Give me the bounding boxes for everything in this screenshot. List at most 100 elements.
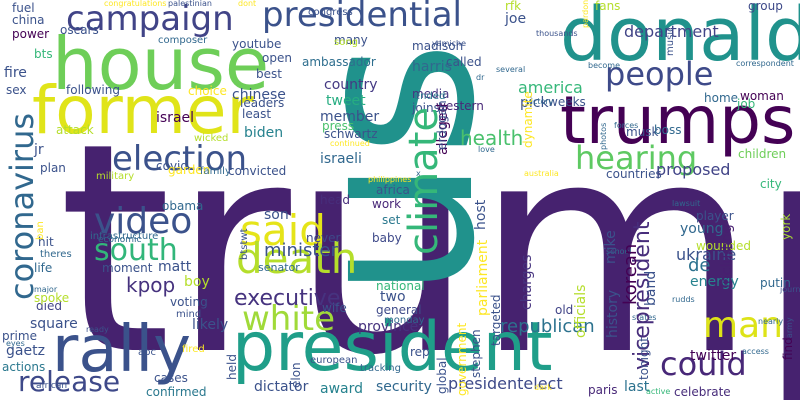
word: convicted xyxy=(228,164,287,178)
word: executive xyxy=(234,286,341,311)
word: spoke xyxy=(34,291,70,305)
word: garden xyxy=(168,163,211,177)
word: confirmed xyxy=(146,385,207,399)
word: weeks xyxy=(548,95,586,109)
word: died xyxy=(36,299,62,313)
word: musk xyxy=(626,125,659,139)
word: rep xyxy=(410,345,430,359)
word: yamiche xyxy=(432,39,467,48)
word: congress xyxy=(308,7,353,18)
word: video xyxy=(94,201,193,242)
word: health xyxy=(460,126,524,150)
word: boss xyxy=(654,123,682,137)
word: old xyxy=(555,303,574,317)
word: department xyxy=(624,22,719,41)
word: city xyxy=(760,177,782,191)
word: matt xyxy=(158,259,192,275)
word: white xyxy=(242,299,336,339)
word: stephen xyxy=(469,329,483,378)
word: joe xyxy=(505,11,527,27)
word: correspondent xyxy=(736,59,794,68)
word: boy xyxy=(184,274,210,290)
word: likely xyxy=(192,317,229,333)
word: paris xyxy=(588,383,618,397)
word: parliament xyxy=(475,239,491,316)
word: elon xyxy=(289,362,303,388)
word: baby xyxy=(372,231,402,245)
word: celebrate xyxy=(674,385,731,399)
word: thousands xyxy=(536,29,578,38)
word: country xyxy=(324,77,378,93)
word: trump xyxy=(58,82,800,400)
word: kpop xyxy=(126,273,176,297)
word: obama xyxy=(162,199,204,213)
word: hearing xyxy=(575,139,698,177)
word: schwartz xyxy=(324,127,378,141)
word: life xyxy=(34,261,53,275)
word: states xyxy=(632,313,657,322)
word: composer xyxy=(158,35,208,46)
word: dont xyxy=(238,0,257,8)
word: plan xyxy=(40,161,66,175)
word: x xyxy=(416,169,421,178)
word: son xyxy=(264,207,289,223)
word: fired xyxy=(182,344,205,355)
word: journalist xyxy=(780,285,800,294)
word: oscars xyxy=(60,23,99,37)
word: access xyxy=(742,347,769,356)
word: america xyxy=(518,78,583,97)
word: mike xyxy=(603,230,619,264)
word: eyes xyxy=(6,339,25,348)
word: congratulations xyxy=(104,0,167,8)
word: economic xyxy=(98,235,142,245)
word: photos xyxy=(599,122,608,150)
word: hit xyxy=(38,235,54,249)
word: several xyxy=(496,65,526,74)
word: tracking xyxy=(360,363,401,374)
word: targeted xyxy=(489,294,503,347)
word: ended xyxy=(414,91,446,102)
word: fire xyxy=(4,65,27,81)
word: israeli xyxy=(320,151,362,167)
word: army xyxy=(785,317,794,338)
word: government xyxy=(455,322,469,396)
word: including xyxy=(719,224,735,288)
word: dr xyxy=(476,73,485,82)
word: lawsuit xyxy=(672,199,701,208)
word: sex xyxy=(6,83,27,97)
word: forces xyxy=(614,121,639,130)
word: job xyxy=(737,97,756,111)
word: open xyxy=(262,51,292,65)
word: two xyxy=(380,289,406,305)
word: abc xyxy=(138,347,156,358)
word: fans xyxy=(595,0,621,13)
word: joins xyxy=(412,101,440,115)
word: could xyxy=(660,345,747,383)
word: pick xyxy=(520,95,549,111)
word: wounded xyxy=(696,239,751,253)
word: proposed xyxy=(656,160,731,179)
word: bts xyxy=(34,47,53,61)
word: song xyxy=(334,37,359,48)
word: called xyxy=(446,55,482,69)
word: history xyxy=(605,289,621,338)
word: become xyxy=(588,61,621,70)
word: countries xyxy=(606,167,662,181)
word: gaetz xyxy=(6,343,45,359)
word: mind xyxy=(176,309,202,320)
word: family xyxy=(200,166,231,177)
word: active xyxy=(646,387,671,396)
word: coronavirus xyxy=(3,112,41,300)
word: rfk xyxy=(505,0,522,13)
word: dictator xyxy=(254,379,309,395)
word: btstwt xyxy=(239,228,250,261)
word: press xyxy=(322,119,355,133)
word: host xyxy=(473,199,489,230)
word: korean xyxy=(620,243,641,305)
word: energy xyxy=(690,274,739,290)
word: set xyxy=(382,213,401,227)
word: chinese xyxy=(232,87,286,103)
word: work xyxy=(372,197,402,211)
word: moment xyxy=(102,261,153,275)
